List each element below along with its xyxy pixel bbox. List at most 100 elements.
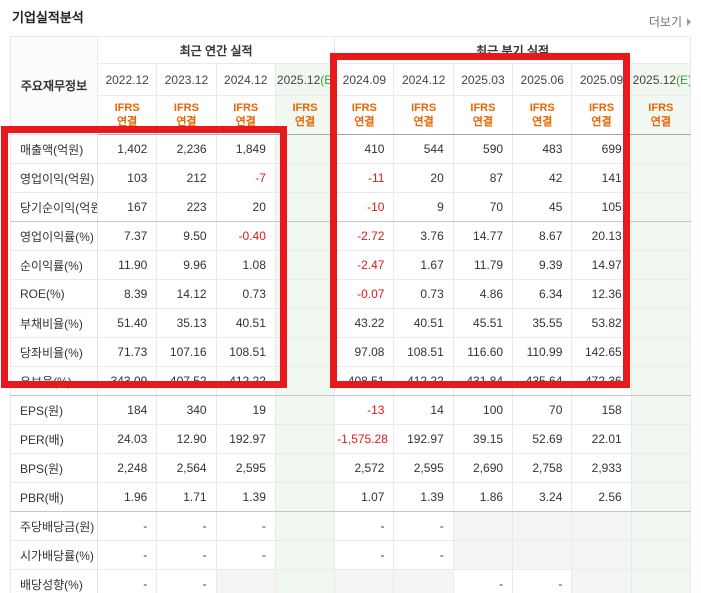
value-cell: - [96, 540, 158, 570]
value-cell: 223 [156, 192, 217, 222]
value-cell: 340 [156, 395, 217, 425]
value-cell: 2,595 [393, 453, 454, 483]
value-cell: 544 [393, 134, 454, 164]
value-cell: 192.97 [215, 424, 276, 454]
period-header: 2025.03 [452, 63, 514, 96]
period-header: 2025.12(E) [630, 63, 692, 96]
value-cell [630, 395, 692, 425]
period-header: 2023.12 [156, 63, 217, 96]
chevron-right-icon [687, 18, 691, 26]
value-cell: 24.03 [96, 424, 158, 454]
row-label: 배당성향(%) [10, 569, 98, 593]
row-label: 당좌비율(%) [10, 337, 98, 367]
value-cell: 11.90 [96, 250, 158, 280]
value-cell [274, 540, 336, 570]
value-cell [274, 395, 336, 425]
value-cell: 142.65 [571, 337, 632, 367]
value-cell: 87 [452, 163, 514, 193]
value-cell: 53.82 [571, 308, 632, 338]
value-cell: -0.40 [215, 221, 276, 251]
table-row: 주당배당금(원) - - - - - [10, 511, 692, 541]
value-cell [334, 569, 395, 593]
ifrs-header: IFRS 연결 [393, 95, 454, 135]
value-cell [630, 540, 692, 570]
table-row: 시가배당률(%) - - - - - [10, 540, 692, 570]
value-cell: 184 [96, 395, 158, 425]
value-cell: 141 [571, 163, 632, 193]
value-cell [274, 337, 336, 367]
value-cell: 7.37 [96, 221, 158, 251]
value-cell: -13 [334, 395, 395, 425]
value-cell [274, 569, 336, 593]
value-cell: 40.51 [215, 308, 276, 338]
row-label: 매출액(억원) [10, 134, 98, 164]
row-label: PER(배) [10, 424, 98, 454]
value-cell [393, 569, 454, 593]
table-row: 배당성향(%) - - - - [10, 569, 692, 593]
value-cell: 110.99 [512, 337, 573, 367]
value-cell: - [96, 511, 158, 541]
value-cell: 70 [452, 192, 514, 222]
ifrs-header: IFRS 연결 [215, 95, 276, 135]
period-header: 2024.09 [334, 63, 395, 96]
value-cell: 1.07 [334, 482, 395, 512]
row-label: 영업이익(억원) [10, 163, 98, 193]
ifrs-header: IFRS 연결 [274, 95, 336, 135]
ifrs-header: IFRS 연결 [156, 95, 217, 135]
table-row: 당좌비율(%) 71.73 107.16 108.51 97.08 108.51 116.6… [10, 337, 692, 367]
value-cell [274, 366, 336, 396]
value-cell: - [512, 569, 573, 593]
value-cell: 407.52 [156, 366, 217, 396]
period-header: 2025.09 [571, 63, 632, 96]
row-label: PBR(배) [10, 482, 98, 512]
value-cell: 97.08 [334, 337, 395, 367]
value-cell [630, 366, 692, 396]
value-cell: 2,690 [452, 453, 514, 483]
value-cell: 100 [452, 395, 514, 425]
value-cell: 483 [512, 134, 573, 164]
row-label: BPS(원) [10, 453, 98, 483]
value-cell: 11.79 [452, 250, 514, 280]
value-cell: 9.39 [512, 250, 573, 280]
value-cell: 3.76 [393, 221, 454, 251]
value-cell: 1,402 [96, 134, 158, 164]
ifrs-header: IFRS 연결 [452, 95, 514, 135]
value-cell: 42 [512, 163, 573, 193]
value-cell: -11 [334, 163, 395, 193]
value-cell [630, 134, 692, 164]
period-header: 2024.12 [215, 63, 276, 96]
table-row: 영업이익률(%) 7.37 9.50 -0.40 -2.72 3.76 14.77 8.67 2… [10, 221, 692, 251]
value-cell: 105 [571, 192, 632, 222]
ifrs-header: IFRS 연결 [512, 95, 573, 135]
row-label: ROE(%) [10, 279, 98, 309]
value-cell [274, 511, 336, 541]
row-label: 영업이익률(%) [10, 221, 98, 251]
value-cell: 70 [512, 395, 573, 425]
estimate-suffix: (E) [320, 72, 335, 87]
value-cell: 1,849 [215, 134, 276, 164]
value-cell: 0.73 [393, 279, 454, 309]
ifrs-header: IFRS 연결 [334, 95, 395, 135]
value-cell [274, 163, 336, 193]
financial-table: 주요재무정보 최근 연간 실적 최근 분기 실적 2022.12 2023.12 2024… [10, 36, 692, 593]
table-row: ROE(%) 8.39 14.12 0.73 -0.07 0.73 4.86 6.34 12.3… [10, 279, 692, 309]
value-cell [630, 453, 692, 483]
value-cell: 8.39 [96, 279, 158, 309]
more-link[interactable]: 더보기 [649, 13, 691, 30]
value-cell [630, 511, 692, 541]
value-cell: -2.47 [334, 250, 395, 280]
value-cell: -10 [334, 192, 395, 222]
row-label: 순이익률(%) [10, 250, 98, 280]
value-cell [630, 163, 692, 193]
value-cell: 2,758 [512, 453, 573, 483]
table-row: 순이익률(%) 11.90 9.96 1.08 -2.47 1.67 11.79 9.39 14… [10, 250, 692, 280]
value-cell [630, 221, 692, 251]
value-cell: 20 [215, 192, 276, 222]
value-cell: 12.90 [156, 424, 217, 454]
value-cell: 35.55 [512, 308, 573, 338]
value-cell: - [156, 540, 217, 570]
value-cell [512, 540, 573, 570]
value-cell: 45.51 [452, 308, 514, 338]
value-cell: 14.97 [571, 250, 632, 280]
